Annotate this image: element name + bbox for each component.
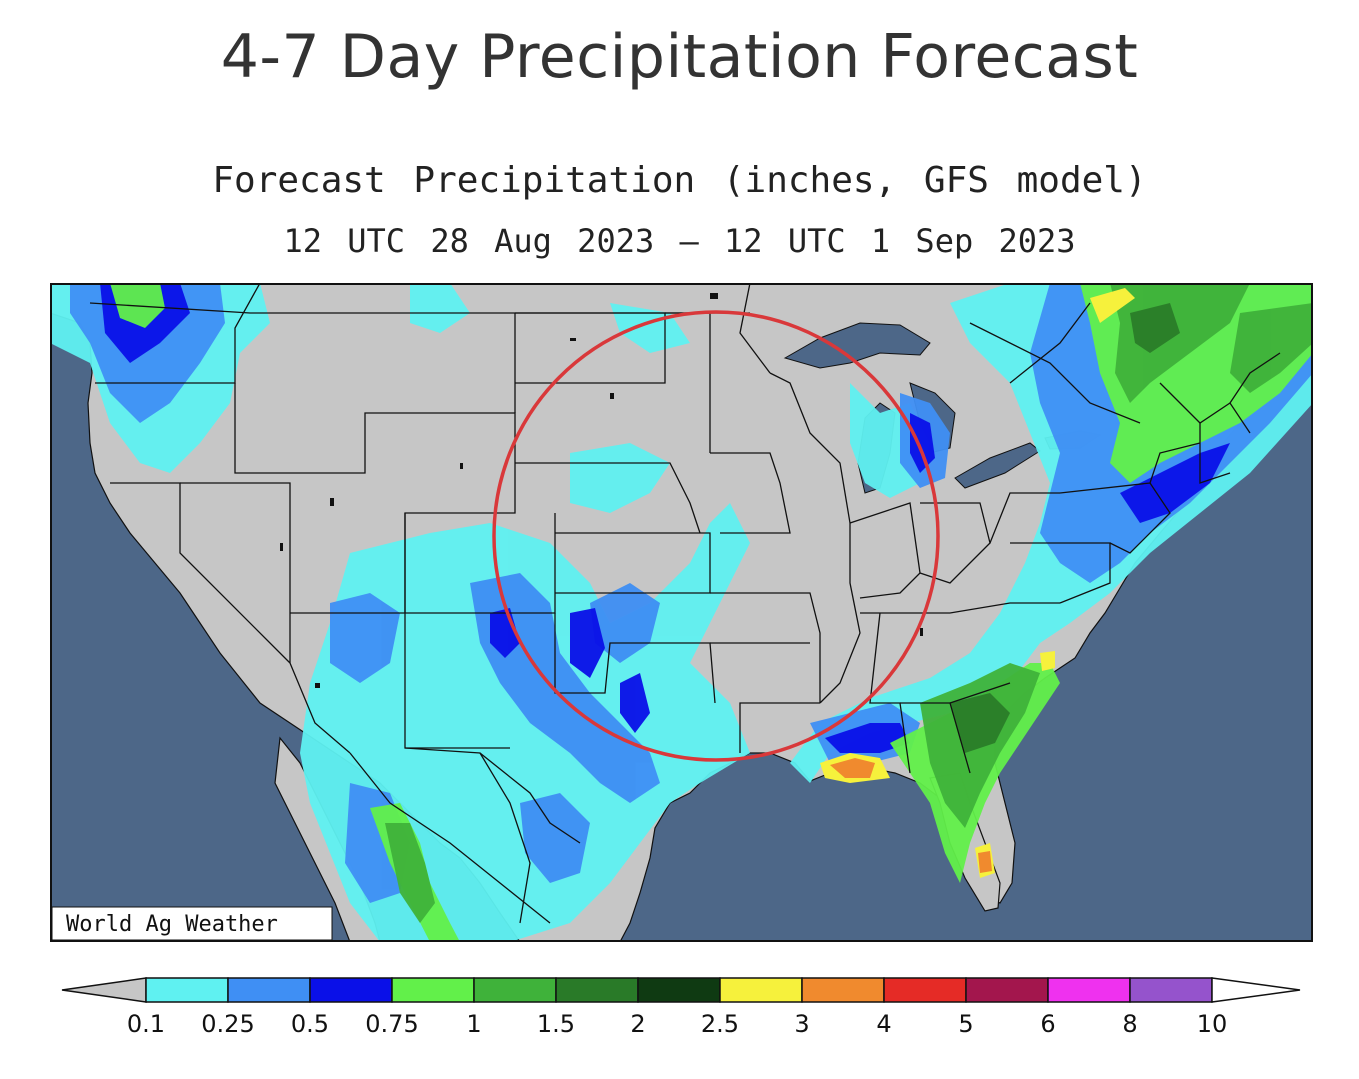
credit-label: World Ag Weather (66, 912, 278, 937)
legend-label: 0.1 (127, 1010, 165, 1038)
small-lakes (280, 293, 923, 688)
legend-arrow-below (61, 977, 147, 1003)
legend-swatch (719, 977, 803, 1003)
legend-label: 8 (1122, 1010, 1137, 1038)
precipitation-map: World Ag Weather (50, 283, 1313, 942)
map-date-range: 12 UTC 28 Aug 2023 – 12 UTC 1 Sep 2023 (283, 222, 1076, 260)
precip-layer-3 (830, 758, 992, 873)
legend-swatch (473, 977, 557, 1003)
page-title: 4-7 Day Precipitation Forecast (220, 22, 1139, 92)
legend-swatch (555, 977, 639, 1003)
map-border (50, 283, 1313, 942)
legend-label: 0.75 (365, 1010, 418, 1038)
legend-swatch (309, 977, 393, 1003)
legend-swatch (391, 977, 475, 1003)
legend-swatch (227, 977, 311, 1003)
state-boundaries (89, 283, 1281, 924)
lake-superior (783, 322, 931, 369)
legend-label: 1 (466, 1010, 481, 1038)
legend-arrow-above (1211, 977, 1301, 1003)
legend-label: 0.25 (201, 1010, 254, 1038)
legend-label: 2 (630, 1010, 645, 1038)
legend-swatch (1047, 977, 1131, 1003)
color-legend: 0.1 0.25 0.5 0.75 1 1.5 2 2.5 3 4 5 6 8 10 (61, 977, 1301, 1038)
legend-swatch (801, 977, 885, 1003)
legend-swatch (883, 977, 967, 1003)
legend-label: 1.5 (537, 1010, 575, 1038)
legend-label: 2.5 (701, 1010, 739, 1038)
legend-label: 10 (1197, 1010, 1228, 1038)
credit-box (51, 906, 333, 941)
legend-label: 4 (876, 1010, 891, 1038)
legend-label: 6 (1040, 1010, 1055, 1038)
legend-swatch (145, 977, 229, 1003)
legend-label: 5 (958, 1010, 973, 1038)
legend-swatch (1129, 977, 1213, 1003)
legend-label: 3 (794, 1010, 809, 1038)
map-title: Forecast Precipitation (inches, GFS mode… (212, 160, 1147, 201)
legend-label: 0.5 (291, 1010, 329, 1038)
highlight-circle (492, 310, 940, 762)
legend-swatch (637, 977, 721, 1003)
precip-layer-1-5 (950, 303, 1180, 753)
legend-swatch (965, 977, 1049, 1003)
